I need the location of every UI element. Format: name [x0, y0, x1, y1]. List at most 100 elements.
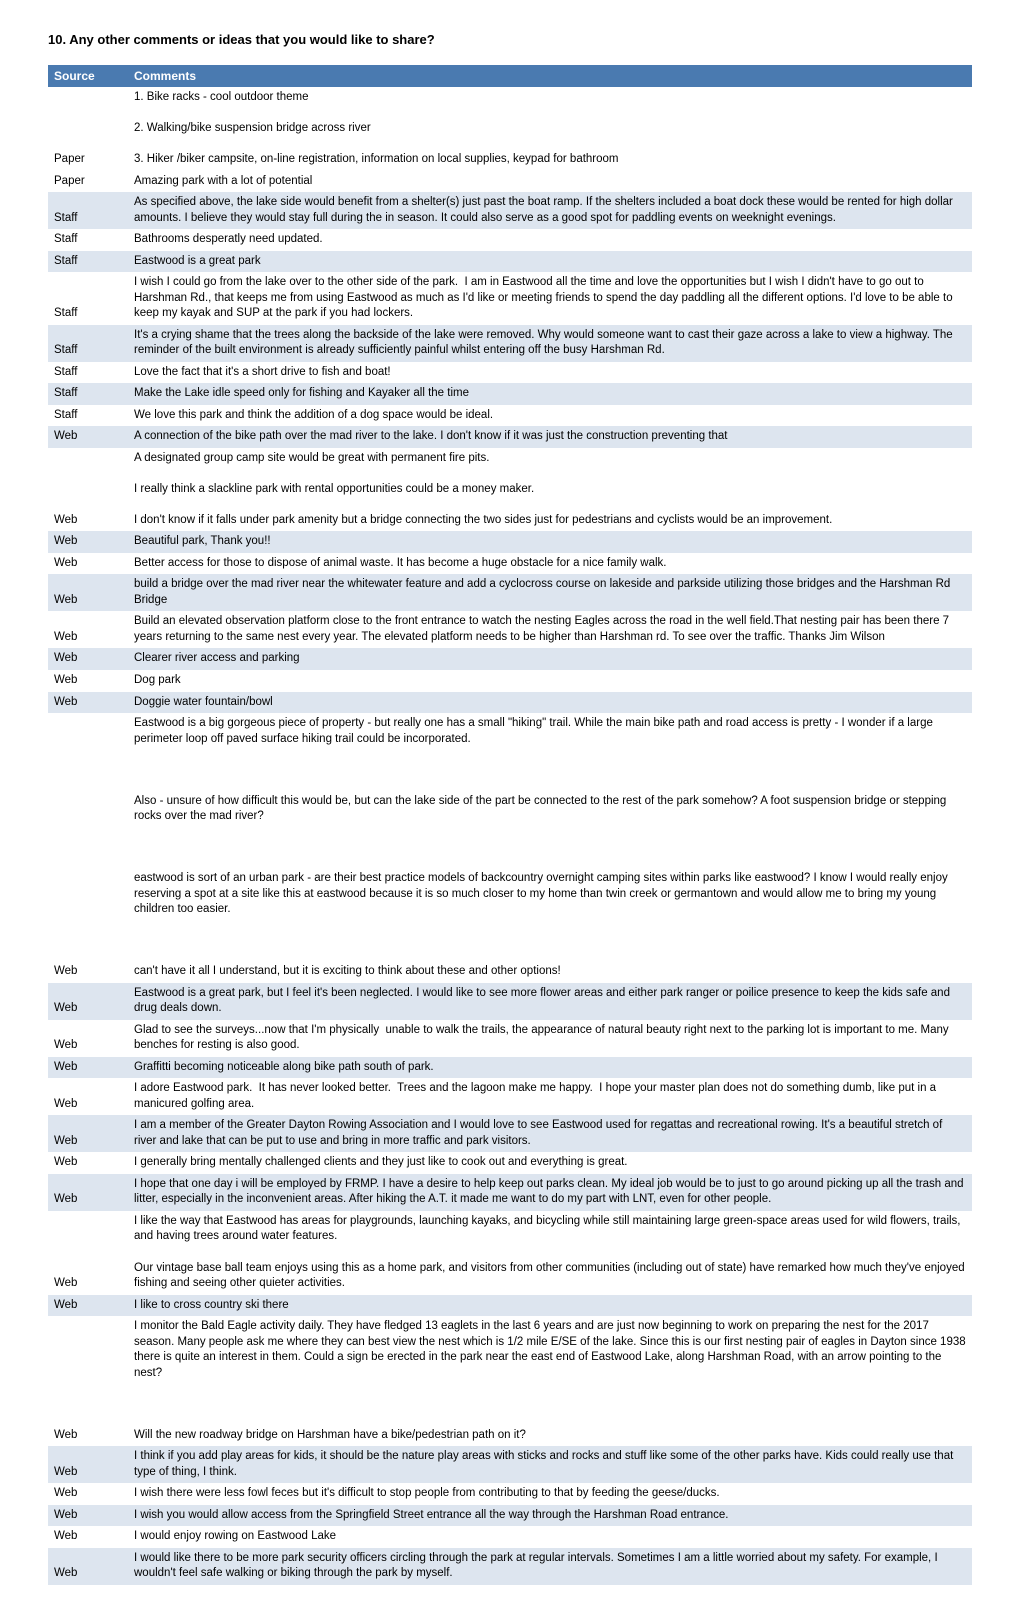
- cell-comment: I adore Eastwood park. It has never look…: [128, 1078, 972, 1115]
- cell-source: Web: [48, 1548, 128, 1585]
- table-row: WebEastwood is a great park, but I feel …: [48, 983, 972, 1020]
- cell-source: Web: [48, 426, 128, 448]
- cell-comment: Dog park: [128, 670, 972, 692]
- table-row: WebDoggie water fountain/bowl: [48, 692, 972, 714]
- cell-comment: Graffitti becoming noticeable along bike…: [128, 1057, 972, 1079]
- cell-source: Web: [48, 713, 128, 983]
- cell-comment: Amazing park with a lot of potential: [128, 171, 972, 193]
- cell-source: Web: [48, 1446, 128, 1483]
- table-row: WebI generally bring mentally challenged…: [48, 1152, 972, 1174]
- cell-source: Web: [48, 1174, 128, 1211]
- cell-source: Web: [48, 1295, 128, 1317]
- cell-source: Staff: [48, 192, 128, 229]
- cell-source: Paper: [48, 87, 128, 171]
- cell-source: Web: [48, 448, 128, 532]
- table-row: WebI wish there were less fowl feces but…: [48, 1483, 972, 1505]
- cell-comment: A designated group camp site would be gr…: [128, 448, 972, 532]
- cell-source: Web: [48, 1505, 128, 1527]
- table-row: WebI would enjoy rowing on Eastwood Lake: [48, 1526, 972, 1548]
- cell-source: Staff: [48, 405, 128, 427]
- table-row: WebI would like there to be more park se…: [48, 1548, 972, 1585]
- table-row: WebBeautiful park, Thank you!!: [48, 531, 972, 553]
- table-row: Paper1. Bike racks - cool outdoor theme …: [48, 87, 972, 171]
- table-row: StaffWe love this park and think the add…: [48, 405, 972, 427]
- comments-table: Source Comments Paper1. Bike racks - coo…: [48, 65, 972, 1585]
- cell-source: Web: [48, 648, 128, 670]
- cell-source: Web: [48, 1316, 128, 1446]
- cell-comment: Clearer river access and parking: [128, 648, 972, 670]
- header-comments: Comments: [128, 65, 972, 87]
- table-row: WebBetter access for those to dispose of…: [48, 553, 972, 575]
- cell-comment: I wish I could go from the lake over to …: [128, 272, 972, 325]
- cell-source: Web: [48, 1483, 128, 1505]
- cell-source: Web: [48, 1211, 128, 1295]
- table-row: WebI like the way that Eastwood has area…: [48, 1211, 972, 1295]
- cell-comment: I wish there were less fowl feces but it…: [128, 1483, 972, 1505]
- cell-source: Web: [48, 1078, 128, 1115]
- cell-comment: Better access for those to dispose of an…: [128, 553, 972, 575]
- cell-comment: I like the way that Eastwood has areas f…: [128, 1211, 972, 1295]
- cell-comment: I hope that one day i will be employed b…: [128, 1174, 972, 1211]
- cell-source: Web: [48, 553, 128, 575]
- cell-source: Web: [48, 1152, 128, 1174]
- table-row: WebA designated group camp site would be…: [48, 448, 972, 532]
- cell-source: Web: [48, 983, 128, 1020]
- cell-source: Web: [48, 1057, 128, 1079]
- table-row: WebA connection of the bike path over th…: [48, 426, 972, 448]
- table-row: PaperAmazing park with a lot of potentia…: [48, 171, 972, 193]
- cell-source: Web: [48, 692, 128, 714]
- table-row: WebClearer river access and parking: [48, 648, 972, 670]
- cell-source: Staff: [48, 251, 128, 273]
- cell-comment: Eastwood is a big gorgeous piece of prop…: [128, 713, 972, 983]
- cell-comment: I like to cross country ski there: [128, 1295, 972, 1317]
- cell-source: Web: [48, 1526, 128, 1548]
- cell-source: Web: [48, 1020, 128, 1057]
- cell-comment: I generally bring mentally challenged cl…: [128, 1152, 972, 1174]
- header-source: Source: [48, 65, 128, 87]
- table-row: WebI wish you would allow access from th…: [48, 1505, 972, 1527]
- table-row: WebI like to cross country ski there: [48, 1295, 972, 1317]
- cell-comment: Glad to see the surveys...now that I'm p…: [128, 1020, 972, 1057]
- cell-source: Web: [48, 574, 128, 611]
- table-row: StaffEastwood is a great park: [48, 251, 972, 273]
- cell-comment: Build an elevated observation platform c…: [128, 611, 972, 648]
- table-row: StaffI wish I could go from the lake ove…: [48, 272, 972, 325]
- question-heading: 10. Any other comments or ideas that you…: [48, 32, 972, 47]
- cell-source: Paper: [48, 171, 128, 193]
- table-row: Webbuild a bridge over the mad river nea…: [48, 574, 972, 611]
- cell-comment: We love this park and think the addition…: [128, 405, 972, 427]
- table-row: WebGlad to see the surveys...now that I'…: [48, 1020, 972, 1057]
- cell-comment: Eastwood is a great park, but I feel it'…: [128, 983, 972, 1020]
- table-row: WebBuild an elevated observation platfor…: [48, 611, 972, 648]
- cell-source: Staff: [48, 362, 128, 384]
- cell-comment: I wish you would allow access from the S…: [128, 1505, 972, 1527]
- cell-source: Staff: [48, 383, 128, 405]
- table-row: StaffAs specified above, the lake side w…: [48, 192, 972, 229]
- cell-source: Staff: [48, 272, 128, 325]
- cell-comment: Doggie water fountain/bowl: [128, 692, 972, 714]
- cell-comment: I think if you add play areas for kids, …: [128, 1446, 972, 1483]
- table-row: StaffMake the Lake idle speed only for f…: [48, 383, 972, 405]
- cell-comment: 1. Bike racks - cool outdoor theme 2. Wa…: [128, 87, 972, 171]
- table-row: WebGraffitti becoming noticeable along b…: [48, 1057, 972, 1079]
- cell-comment: Love the fact that it's a short drive to…: [128, 362, 972, 384]
- table-row: WebDog park: [48, 670, 972, 692]
- cell-comment: I monitor the Bald Eagle activity daily.…: [128, 1316, 972, 1446]
- cell-source: Web: [48, 670, 128, 692]
- table-header-row: Source Comments: [48, 65, 972, 87]
- cell-source: Staff: [48, 229, 128, 251]
- cell-comment: Bathrooms desperatly need updated.: [128, 229, 972, 251]
- cell-comment: A connection of the bike path over the m…: [128, 426, 972, 448]
- table-row: WebI think if you add play areas for kid…: [48, 1446, 972, 1483]
- table-row: StaffBathrooms desperatly need updated.: [48, 229, 972, 251]
- cell-comment: I am a member of the Greater Dayton Rowi…: [128, 1115, 972, 1152]
- table-row: WebI monitor the Bald Eagle activity dai…: [48, 1316, 972, 1446]
- table-row: WebI am a member of the Greater Dayton R…: [48, 1115, 972, 1152]
- table-row: WebEastwood is a big gorgeous piece of p…: [48, 713, 972, 983]
- cell-source: Web: [48, 1115, 128, 1152]
- cell-comment: I would enjoy rowing on Eastwood Lake: [128, 1526, 972, 1548]
- cell-comment: It's a crying shame that the trees along…: [128, 325, 972, 362]
- cell-comment: Make the Lake idle speed only for fishin…: [128, 383, 972, 405]
- table-row: WebI hope that one day i will be employe…: [48, 1174, 972, 1211]
- cell-source: Web: [48, 611, 128, 648]
